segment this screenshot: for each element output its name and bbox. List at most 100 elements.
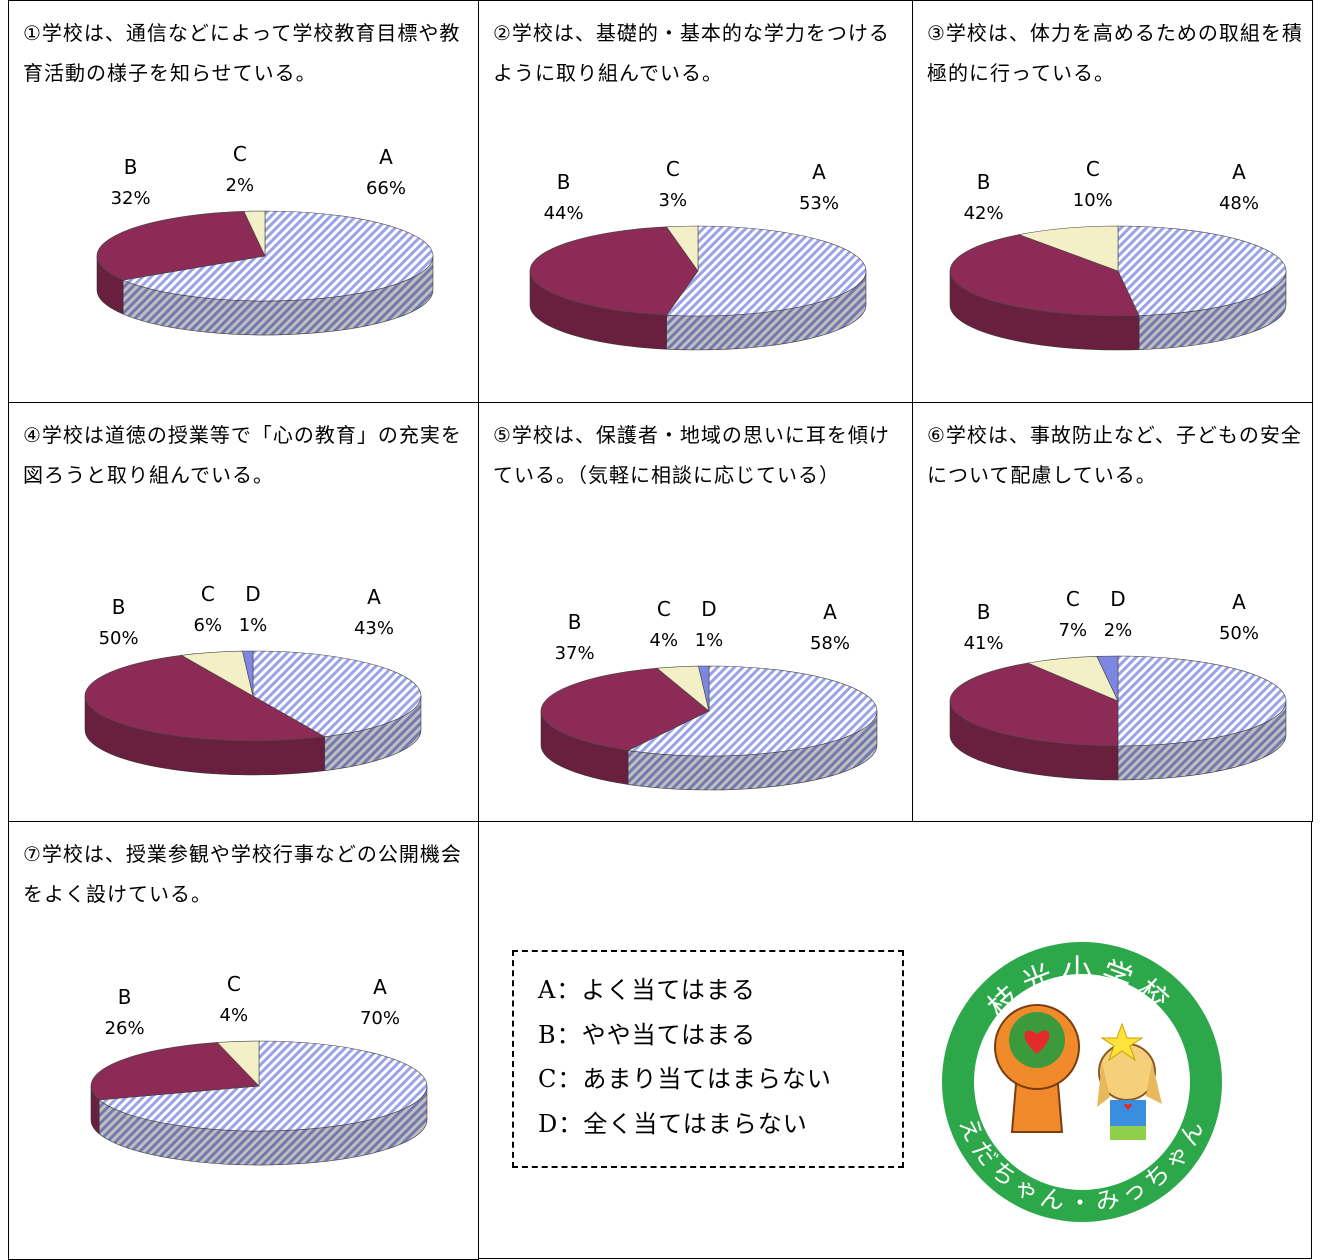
side-shade [541,711,629,785]
category-label: D [701,597,716,621]
chart-title: ③学校は、体力を高めるための取組を積極的に行っている。 [927,21,1303,85]
pie-slice [243,210,266,257]
category-label: C [1066,587,1080,611]
value-label: 7% [1059,620,1088,641]
category-label: C [666,157,680,181]
value-label: 50% [99,628,139,649]
pie-tops [949,225,1287,317]
logo: 枝光小学校 えだちゃん・みっちゃん [942,942,1222,1222]
category-label: B [124,155,138,179]
pie-slice [96,211,266,281]
pie-slice [665,225,699,272]
pie-slice [252,650,422,738]
value-label: 42% [964,203,1004,224]
chart-title: ⑤学校は、保護者・地域の思いに耳を傾けている。（気軽に相談に応じている） [493,423,890,487]
pie-slice [627,665,878,757]
pie-slice [90,1042,260,1101]
value-label: 4% [220,1005,249,1026]
pie-slice [1096,655,1119,702]
category-label: C [201,582,215,606]
category-label: A [1232,590,1246,614]
category-label: B [112,595,126,619]
side-shade [85,696,325,775]
value-label: 6% [194,615,223,636]
category-label: D [1110,587,1125,611]
category-label: D [245,582,260,606]
pie-slice [698,665,710,712]
value-label: 2% [1104,620,1133,641]
legend-entry: A：よく当てはまる [538,976,756,1004]
side-shade [1118,701,1286,780]
value-label: 43% [354,618,394,639]
category-label: A [823,600,837,624]
value-label: 48% [1219,193,1259,214]
chart: A 43% B 50% C 6% D 1% [84,582,422,776]
side-shade [950,701,1118,780]
category-label: B [118,985,132,1009]
pie-sides [540,710,878,791]
chart-cell: A 70% B 26% C 4% ⑦学校は、授業参観や学校行事などの公開機会をよく設けている… [8,821,479,1260]
side-shade [530,271,667,350]
pie-sides [529,270,867,351]
value-label: 2% [226,175,255,196]
category-label: C [233,142,247,166]
pie-sides [949,700,1287,781]
side-shade [628,711,877,790]
legend-box: A：よく当てはまる B：やや当てはまる C：あまり当てはまらない D：全く当ては… [512,950,904,1168]
value-label: 3% [659,190,688,211]
logo-characters [994,1004,1162,1140]
pie-tops [85,650,422,742]
side-shade [324,696,421,771]
value-label: 10% [1073,190,1113,211]
pie-tops [949,655,1287,747]
category-label: B [557,170,571,194]
category-label: A [373,975,387,999]
side-shade [99,1086,427,1165]
value-label: 66% [366,178,406,199]
pie-slice [242,650,254,697]
pie-slice [1018,225,1119,272]
side-shade [123,256,434,336]
pie-slice [665,225,867,317]
value-label: 1% [695,630,724,651]
chart-title: ⑥学校は、事故防止など、子どもの安全について配慮している。 [927,423,1302,487]
category-label: A [379,145,393,169]
value-label: 4% [650,630,679,651]
pie-tops [529,225,867,317]
value-label: 26% [105,1018,145,1039]
pie-slice [949,234,1140,317]
chart: A 50% B 41% C 7% D 2% [949,587,1287,781]
chart-cell: A 53% B 44% C 3% ②学校は、基礎的・基本的な学力をつけるように取り組んでいる… [478,0,913,403]
pie-slice [949,662,1119,747]
value-label: 70% [360,1008,400,1029]
value-label: 32% [111,188,151,209]
chart-cell: A 66% B 32% C 2% ①学校は、通信などによって学校教育目標や教育活動の様子を知… [8,0,479,403]
chart: A 53% B 44% C 3% [529,157,867,351]
pie-slice [529,226,699,316]
pie-sides [949,270,1287,351]
chart: A 48% B 42% C 10% [949,157,1287,351]
pie-slice [85,654,326,742]
chart-title: ④学校は道徳の授業等で「心の教育」の充実を図ろうと取り組んでいる。 [23,423,462,487]
pie-tops [540,665,878,757]
chart-title: ⑦学校は、授業参観や学校行事などの公開機会をよく設けている。 [23,842,462,906]
category-label: C [1086,157,1100,181]
side-shade [666,271,866,350]
value-label: 1% [239,615,268,636]
category-label: A [367,585,381,609]
chart: A 66% B 32% C 2% [96,142,434,336]
pie-slice [122,210,434,302]
category-label: B [568,610,582,634]
chart: A 58% B 37% C 4% D 1% [540,597,878,791]
pie-tops [96,210,434,302]
side-shade [91,1086,100,1134]
chart-cell: A 50% B 41% C 7% D 2% ⑥学校は、事故防止など、子どもの安全について配慮して… [912,402,1313,822]
category-label: A [1232,160,1246,184]
chart-cell: A 48% B 42% C 10% ③学校は、体力を高めるための取組を積極的に行っている。 [912,0,1313,403]
pie-slice-side [90,1085,100,1135]
value-label: 58% [810,633,850,654]
pie-tops [90,1040,428,1132]
side-shade [950,271,1140,350]
pie-slice [1117,655,1287,747]
